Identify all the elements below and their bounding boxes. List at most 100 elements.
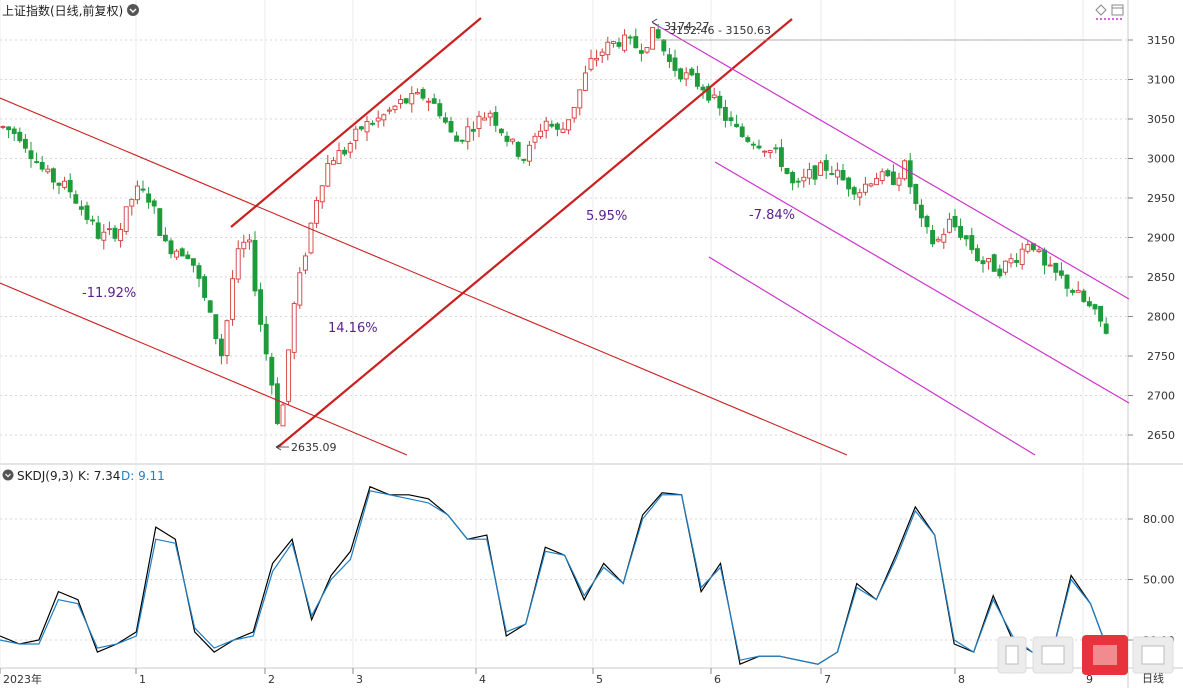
candle-body <box>935 238 941 242</box>
candle-body <box>650 27 656 50</box>
candle-body <box>885 170 891 177</box>
candle-body <box>689 68 695 76</box>
candle-body <box>504 135 510 142</box>
candle-body <box>1014 260 1020 263</box>
time-tick-label: 8 <box>958 673 965 686</box>
candle-body <box>291 303 297 353</box>
candle-body <box>342 149 348 155</box>
record-button[interactable] <box>1082 635 1128 675</box>
candle-body <box>722 106 728 121</box>
price-tick-label: 3100 <box>1147 74 1175 87</box>
candle-body <box>717 95 723 109</box>
range-price-label: 3152.46 - 3150.63 <box>669 24 771 37</box>
overlay-button-1[interactable] <box>997 636 1027 674</box>
candle-body <box>588 57 594 70</box>
trend-lines[interactable] <box>0 17 1130 456</box>
candle-body <box>493 112 499 126</box>
candle-body <box>644 47 650 53</box>
candle-body <box>1064 274 1070 289</box>
candle-body <box>246 239 252 243</box>
candle-body <box>728 117 734 122</box>
skdj-d-line <box>0 490 1111 665</box>
candle-body <box>694 73 700 87</box>
time-tick-label: 2023年 <box>3 672 42 686</box>
low-mark: 2635.09 <box>275 441 337 454</box>
candle-body <box>913 184 919 204</box>
candle-body <box>907 160 913 188</box>
candle-body <box>336 150 342 165</box>
time-tick-label: 9 <box>1086 673 1093 686</box>
price-tick-label: 2800 <box>1147 311 1175 324</box>
candle-body <box>969 235 975 251</box>
time-tick-label: 3 <box>356 673 363 686</box>
candle-body <box>39 162 45 170</box>
chevron-down-icon[interactable] <box>127 4 139 16</box>
candle-body <box>790 171 796 184</box>
candle-body <box>1019 248 1025 265</box>
candle-body <box>958 225 964 238</box>
candle-body <box>605 41 611 56</box>
candle-body <box>162 234 168 242</box>
candle-body <box>1002 260 1008 273</box>
candle-body <box>683 72 689 80</box>
period-label: 日线 <box>1142 671 1164 685</box>
candle-body <box>997 268 1003 277</box>
skdj-series <box>0 485 1111 666</box>
candle-body <box>963 235 969 240</box>
candle-body <box>1047 264 1053 267</box>
candle-body <box>280 404 286 427</box>
price-tick-label: 3000 <box>1147 153 1175 166</box>
trend-line-ascending-lower[interactable] <box>277 18 793 448</box>
overlay-button-3[interactable] <box>1132 636 1174 674</box>
candle-body <box>857 192 863 198</box>
candle-body <box>896 177 902 186</box>
trend-line-ascending-upper[interactable] <box>230 17 482 228</box>
candle-body <box>1025 244 1031 252</box>
trend-line-descending-lower[interactable] <box>0 282 408 456</box>
candle-body <box>980 260 986 265</box>
candle-body <box>319 185 325 203</box>
indicator-header: SKDJ(9,3) K: 7.34 D: 9.11 <box>2 469 165 483</box>
candle-body <box>179 248 185 257</box>
trend-line-falling-upper[interactable] <box>652 22 1130 300</box>
candle-body <box>202 276 208 298</box>
candle-body <box>532 135 538 143</box>
candle-body <box>386 109 392 112</box>
candle-body <box>678 68 684 80</box>
window-icon[interactable] <box>1111 4 1124 16</box>
candle-body <box>829 173 835 175</box>
candle-body <box>106 228 112 231</box>
overlay-button-2[interactable] <box>1032 636 1074 674</box>
time-tick-label: 1 <box>139 673 146 686</box>
candle-body <box>1086 301 1092 307</box>
chevron-down-icon[interactable] <box>2 469 14 481</box>
candle-body <box>17 131 23 142</box>
time-tick-label: 7 <box>824 673 831 686</box>
candle-body <box>370 122 376 125</box>
candle-body <box>123 206 129 232</box>
indicator-d-value: D: 9.11 <box>121 469 165 483</box>
trend-line-falling-lower[interactable] <box>708 256 1036 456</box>
diamond-outline-icon[interactable] <box>1095 4 1107 16</box>
indicator-k-value: K: 7.34 <box>78 469 120 483</box>
candle-body <box>56 182 62 186</box>
candle-body <box>358 126 364 130</box>
trend-line-falling-middle[interactable] <box>714 161 1130 404</box>
candle-body <box>1098 305 1104 322</box>
candle-body <box>582 72 588 91</box>
candle-body <box>806 169 812 179</box>
candle-body <box>946 218 952 233</box>
candle-body <box>700 86 706 91</box>
candle-body <box>112 227 118 239</box>
candle-body <box>308 222 314 254</box>
price-tick-label: 3150 <box>1147 34 1175 47</box>
candle-body <box>756 145 762 149</box>
candle-body <box>840 170 846 181</box>
candle-body <box>62 180 68 188</box>
candle-body <box>101 231 107 241</box>
candle-body <box>846 177 852 190</box>
candle-body <box>274 383 280 424</box>
trend-line-descending-upper[interactable] <box>0 97 848 456</box>
candle-body <box>302 255 308 271</box>
